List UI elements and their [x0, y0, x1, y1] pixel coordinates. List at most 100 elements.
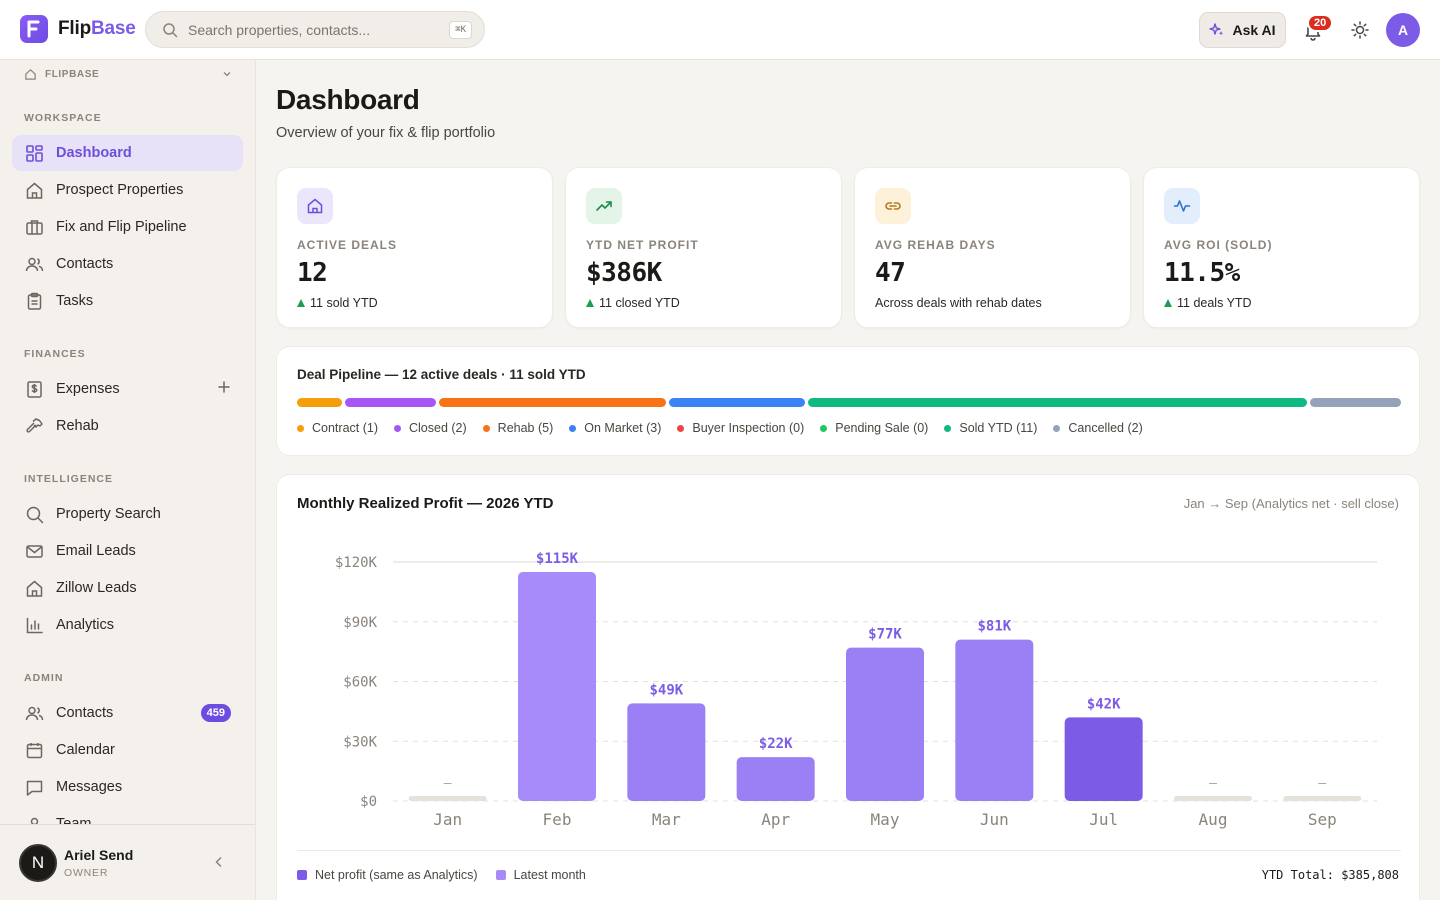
brand-logo-icon: [20, 15, 48, 43]
sparkle-icon: [1209, 23, 1224, 36]
bar-value-label: $49K: [649, 682, 683, 698]
bar: [955, 639, 1034, 801]
bar: [1064, 717, 1143, 801]
trending-up-icon: [586, 188, 622, 224]
kpi-value: 11.5%: [1164, 258, 1240, 288]
brand[interactable]: FlipBase: [20, 15, 136, 43]
home-icon: [25, 68, 36, 80]
sidebar-item-tasks[interactable]: Tasks: [12, 283, 243, 319]
sidebar-item-contacts[interactable]: Contacts: [12, 246, 243, 282]
sidebar-item-label: Dashboard: [56, 145, 132, 161]
sidebar-item-dashboard[interactable]: Dashboard: [12, 135, 243, 171]
sidebar-item-fix-and-flip-pipeline[interactable]: Fix and Flip Pipeline: [12, 209, 243, 245]
section-title-intelligence: INTELLIGENCE: [24, 473, 114, 485]
sidebar-item-label: Messages: [56, 779, 123, 795]
global-search[interactable]: ⌘K: [145, 11, 485, 48]
user-avatar[interactable]: A: [1386, 13, 1420, 47]
pipeline-segment[interactable]: [439, 398, 666, 407]
sidebar-item-admin-contacts[interactable]: Contacts 459: [12, 695, 243, 731]
bar-value-label: $22K: [759, 736, 793, 752]
sidebar-item-messages[interactable]: Messages: [12, 769, 243, 805]
sidebar-item-analytics[interactable]: Analytics: [12, 607, 243, 643]
search-icon: [163, 22, 178, 37]
bar-value-label: $81K: [977, 619, 1011, 635]
sidebar: FLIPBASE WORKSPACE Dashboard Prospect Pr…: [0, 60, 256, 900]
bar-empty: [1174, 796, 1252, 801]
y-tick-label: $0: [360, 794, 377, 810]
section-title-admin: ADMIN: [24, 672, 64, 684]
pipeline-legend-item: Buyer Inspection (0): [677, 421, 804, 435]
bar: [627, 703, 706, 801]
bar: [846, 647, 924, 801]
y-tick-label: $30K: [343, 734, 377, 750]
y-tick-label: $60K: [343, 675, 377, 691]
activity-icon: [1164, 188, 1200, 224]
sidebar-item-email-leads[interactable]: Email Leads: [12, 533, 243, 569]
kpi-value: 12: [297, 258, 328, 288]
briefcase-icon: [24, 217, 44, 237]
sidebar-item-label: Fix and Flip Pipeline: [56, 219, 187, 235]
page-subtitle: Overview of your fix & flip portfolio: [276, 125, 496, 141]
ask-ai-button[interactable]: Ask AI: [1199, 12, 1286, 48]
x-tick-label: Jan: [433, 810, 462, 829]
clipboard-icon: [24, 291, 44, 311]
section-title-workspace: WORKSPACE: [24, 112, 102, 124]
pipeline-title: Deal Pipeline — 12 active deals · 11 sol…: [297, 367, 586, 382]
sidebar-user-footer[interactable]: N Ariel Send OWNER: [0, 824, 255, 900]
bar-value-label: —: [444, 776, 452, 791]
mail-icon: [24, 541, 44, 561]
sidebar-item-label: Email Leads: [56, 543, 136, 559]
dollar-receipt-icon: [24, 379, 44, 399]
pipeline-legend-item: Sold YTD (11): [944, 421, 1037, 435]
pipeline-legend-item: Closed (2): [394, 421, 467, 435]
home-icon: [24, 578, 44, 598]
bar: [736, 757, 815, 801]
pipeline-segment[interactable]: [297, 398, 343, 407]
sidebar-item-prospect-properties[interactable]: Prospect Properties: [12, 172, 243, 208]
bar-value-label: —: [1209, 776, 1217, 791]
pipeline-legend-item: Cancelled (2): [1053, 421, 1143, 435]
search-input[interactable]: [188, 21, 450, 38]
bar-chart-icon: [24, 615, 44, 635]
sidebar-item-expenses[interactable]: Expenses: [12, 371, 243, 407]
bar: [518, 571, 596, 801]
x-tick-label: Aug: [1199, 810, 1228, 829]
y-tick-label: $90K: [343, 615, 377, 631]
sidebar-item-calendar[interactable]: Calendar: [12, 732, 243, 768]
kpi-card-avg-rehab-days: AVG REHAB DAYS 47 Across deals with reha…: [854, 167, 1131, 328]
sidebar-item-zillow-leads[interactable]: Zillow Leads: [12, 570, 243, 606]
bar-value-label: —: [1318, 776, 1326, 791]
monthly-profit-chart: $0 $30K $60K $90K $120K — Jan $115K Feb $49K Mar $2…: [335, 551, 1377, 829]
sun-icon[interactable]: [1350, 20, 1370, 40]
sidebar-item-label: Rehab: [56, 418, 99, 434]
link-icon: [875, 188, 911, 224]
sidebar-item-label: Expenses: [56, 381, 120, 397]
pipeline-segment[interactable]: [808, 398, 1308, 407]
x-tick-label: Mar: [652, 810, 681, 829]
x-tick-label: Sep: [1308, 810, 1337, 829]
deal-pipeline-card: Deal Pipeline — 12 active deals · 11 sol…: [276, 346, 1420, 456]
section-title-finances: FINANCES: [24, 348, 86, 360]
kpi-label: AVG REHAB DAYS: [875, 238, 996, 252]
sidebar-item-property-search[interactable]: Property Search: [12, 496, 243, 532]
pipeline-segment[interactable]: [1310, 398, 1401, 407]
sidebar-item-label: Prospect Properties: [56, 182, 184, 198]
contacts-count-badge: 459: [200, 704, 231, 722]
monthly-profit-chart-card: $0 $30K $60K $90K $120K — Jan $115K Feb $49K Mar $2…: [276, 474, 1420, 900]
pipeline-segment[interactable]: [345, 398, 437, 407]
collapse-sidebar-icon[interactable]: [212, 855, 226, 869]
sidebar-item-rehab[interactable]: Rehab: [12, 408, 243, 444]
workspace-switcher[interactable]: FLIPBASE: [24, 66, 232, 82]
chart-title: Monthly Realized Profit — 2026 YTD: [297, 495, 554, 512]
pipeline-segment[interactable]: [669, 398, 806, 407]
brand-name: FlipBase: [58, 18, 136, 39]
kpi-value: $386K: [586, 258, 662, 288]
bar-empty: [408, 796, 487, 801]
sidebar-item-label: Calendar: [56, 742, 115, 758]
users-icon: [24, 703, 44, 723]
user-avatar: N: [19, 844, 57, 882]
add-expense-icon[interactable]: [217, 380, 231, 394]
user-name: Ariel Send: [64, 847, 134, 863]
sidebar-item-label: Tasks: [56, 293, 94, 309]
chart-legend: Net profit (same as Analytics) Latest mo…: [297, 868, 586, 882]
